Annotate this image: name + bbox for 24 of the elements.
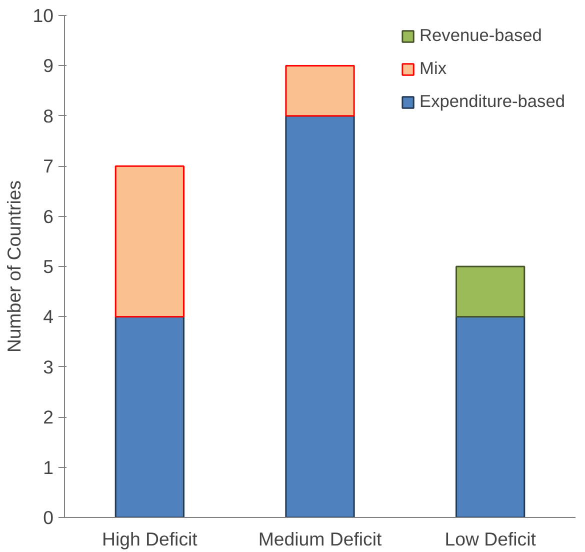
y-tick-label: 8 xyxy=(43,105,54,126)
legend-label: Revenue-based xyxy=(420,25,542,46)
y-tick-label: 5 xyxy=(43,256,54,277)
y-tick-label: 3 xyxy=(43,356,54,378)
y-tick-label: 4 xyxy=(43,306,54,328)
bar xyxy=(114,316,184,518)
y-tick-label: 0 xyxy=(43,507,54,528)
y-tick-label: 10 xyxy=(32,5,54,26)
bar xyxy=(114,165,184,318)
bar xyxy=(285,64,355,117)
y-tick-label: 9 xyxy=(43,55,54,76)
x-tick-label: Low Deficit xyxy=(444,528,537,550)
y-tick-label: 7 xyxy=(43,156,54,177)
y-tick-label: 6 xyxy=(43,206,54,227)
bar xyxy=(456,316,526,518)
y-axis-title: Number of Countries xyxy=(4,180,25,353)
x-tick-label: High Deficit xyxy=(102,528,198,550)
bar xyxy=(285,115,355,518)
legend-label: Mix xyxy=(420,58,446,79)
y-tick-label: 1 xyxy=(43,456,54,478)
legend-label: Expenditure-based xyxy=(420,91,565,112)
bar xyxy=(456,266,526,318)
y-tick-label: 2 xyxy=(43,406,54,428)
x-tick-label: Medium Deficit xyxy=(258,528,382,550)
